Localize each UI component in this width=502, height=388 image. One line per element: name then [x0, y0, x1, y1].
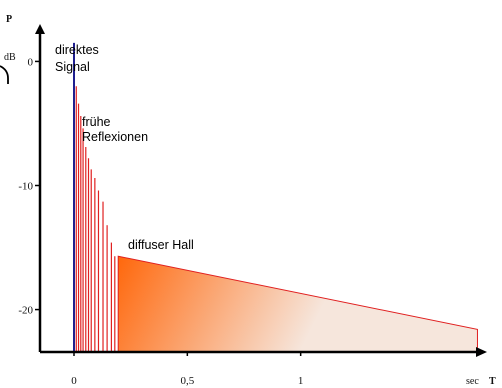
- annotation-direct-line-2: Signal: [55, 60, 90, 74]
- y-tick-label-1: 0: [28, 56, 34, 68]
- annotation-diffuse-reverb: diffuser Hall: [128, 238, 194, 252]
- x-axis-label: T: [489, 376, 496, 387]
- x-axis-unit: sec: [466, 376, 479, 387]
- diffuse-reverb-area: [117, 255, 478, 352]
- x-tick-label-3: 1: [298, 375, 304, 387]
- y-axis-unit: dB: [4, 52, 16, 63]
- annotation-early-line-1: frühe: [82, 115, 111, 129]
- x-axis-arrow: [476, 347, 487, 357]
- annotation-early-reflections: frühe Reflexionen: [82, 115, 148, 144]
- y-tick-label-2: -10: [18, 181, 33, 193]
- early-reflections: [75, 86, 116, 352]
- y-ticks: 0 -10 -20: [18, 56, 40, 317]
- diffuse-reverb-outline: [117, 255, 478, 352]
- x-axis: 0 0,5 1: [40, 347, 487, 387]
- x-ticks: 0 0,5 1: [71, 352, 303, 387]
- diffuse-reverb-fill: [118, 256, 478, 352]
- annotation-diffuse-line-1: diffuser Hall: [128, 238, 194, 252]
- y-axis: 0 -10 -20: [18, 24, 45, 352]
- y-axis-label: P: [6, 14, 12, 25]
- y-axis-arrow: [35, 24, 45, 34]
- x-tick-label-1: 0: [71, 375, 77, 387]
- y-tick-label-3: -20: [18, 305, 33, 317]
- annotation-early-line-2: Reflexionen: [82, 130, 148, 144]
- x-tick-label-2: 0,5: [180, 375, 194, 387]
- cropped-glyph: [0, 65, 9, 84]
- annotation-direct-line-1: direktes: [55, 43, 99, 57]
- annotation-direct-signal: direktes Signal: [55, 43, 102, 74]
